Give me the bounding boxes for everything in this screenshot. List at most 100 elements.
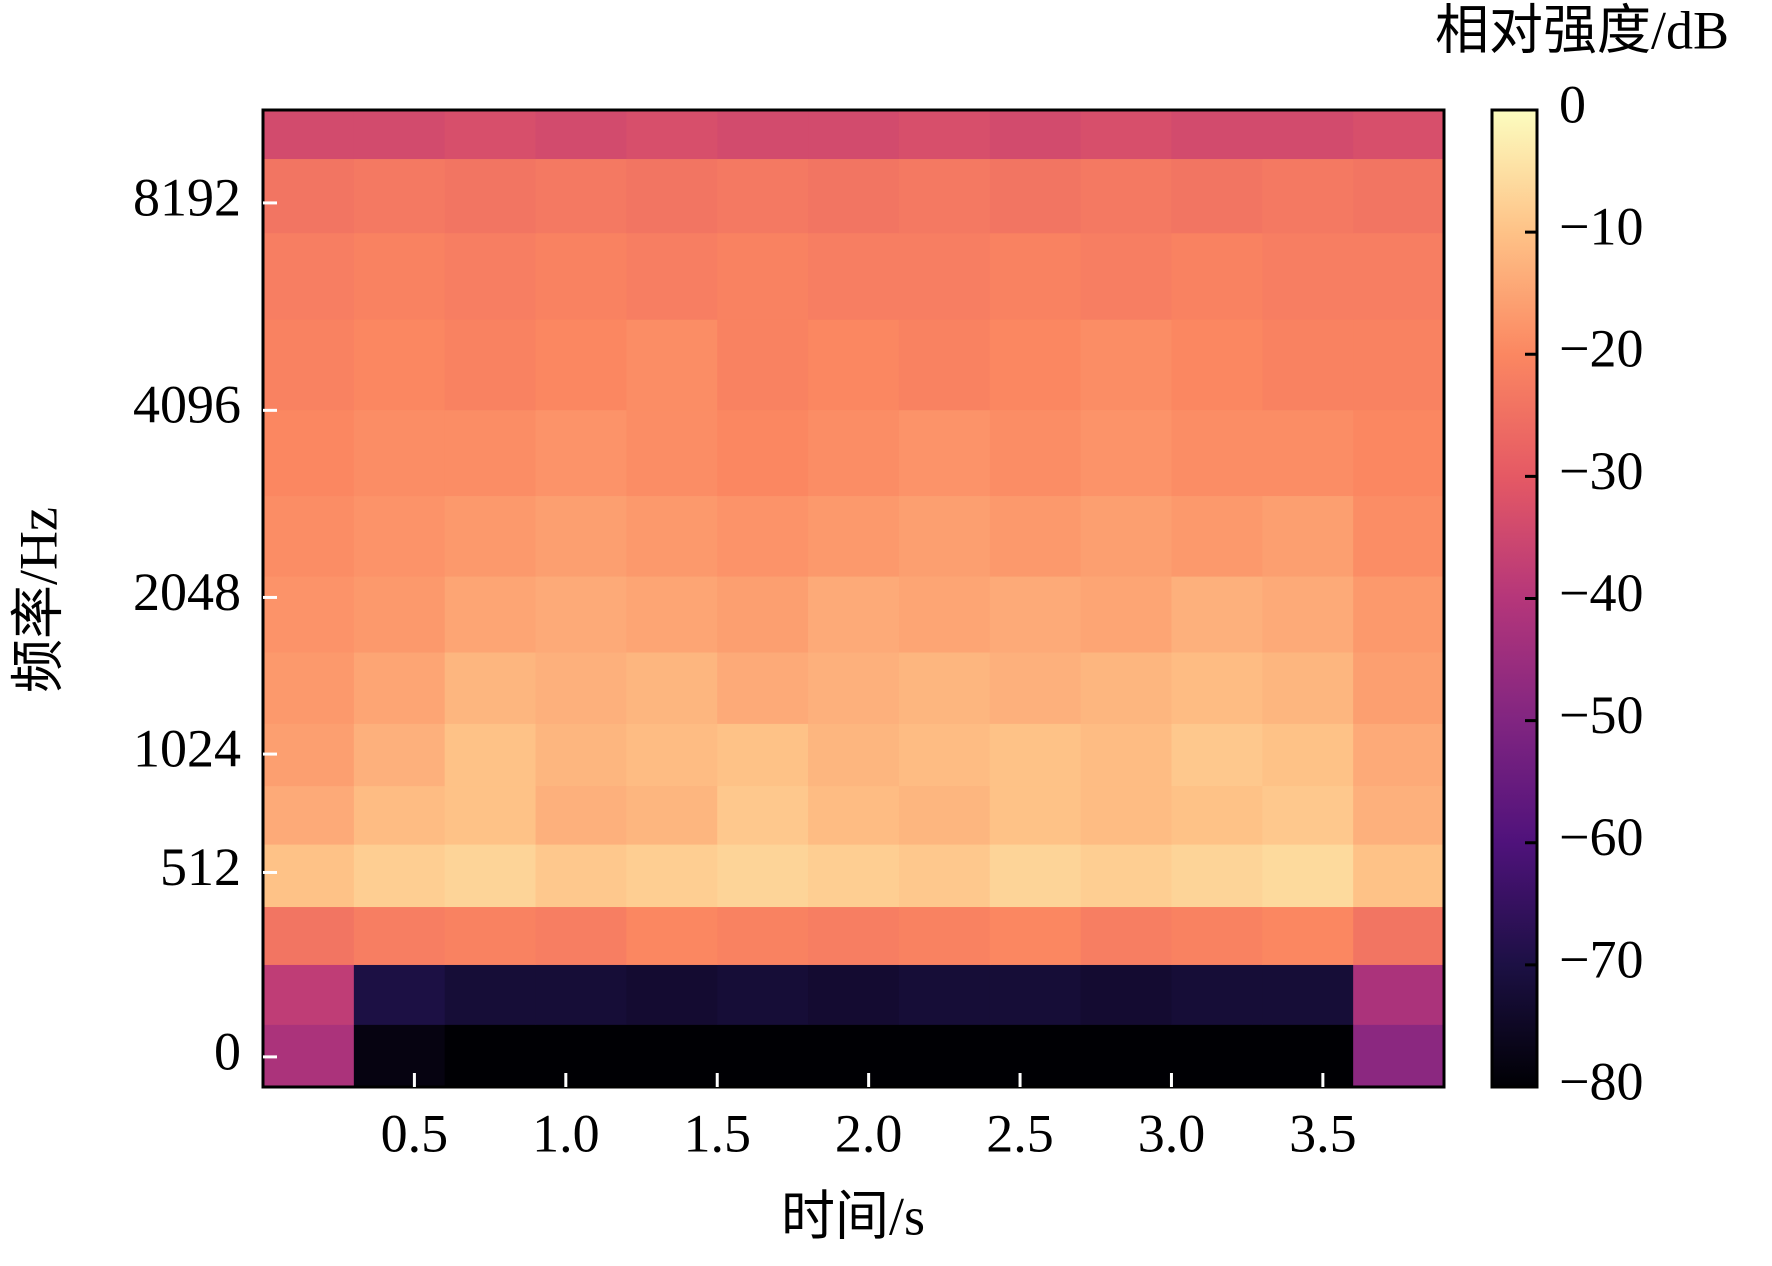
heatmap-cell [535,495,627,577]
heatmap-cell [1171,906,1263,965]
heatmap-cell [535,723,627,787]
heatmap-cell [808,844,900,908]
colorbar-tick-label: −70 [1559,929,1643,989]
heatmap-cell [535,651,627,724]
heatmap-cell [626,785,718,845]
heatmap-cell [808,110,900,160]
colorbar-label: 相对强度/dB [1435,0,1729,60]
heatmap-cell [353,409,446,497]
heatmap-cell [808,964,900,1025]
heatmap-cell [1262,575,1354,653]
heatmap-cell [808,723,900,787]
heatmap-cell [1171,232,1263,320]
heatmap-cell [1262,844,1354,908]
heatmap-cell [263,651,355,724]
heatmap-cell [989,110,1082,160]
heatmap-cell [444,409,537,497]
y-tick-label: 8192 [133,167,241,227]
colorbar-tick-label: −30 [1559,441,1643,501]
heatmap-cell [898,232,991,320]
heatmap-cell [263,844,355,908]
heatmap-cell [717,158,809,234]
heatmap-cell [535,232,627,320]
heatmap-cell [626,844,718,908]
heatmap-cell [989,409,1082,497]
heatmap-cell [898,785,991,845]
x-tick-label: 3.0 [1138,1103,1206,1163]
heatmap-cell [1262,964,1354,1025]
heatmap-cell [263,906,355,965]
heatmap-cell [535,409,627,497]
heatmap-cell [1353,575,1445,653]
heatmap-cell [989,844,1082,908]
heatmap-cell [1262,723,1354,787]
heatmap-cell [898,1024,991,1088]
x-tick-label: 3.5 [1289,1103,1357,1163]
heatmap-cell [626,495,718,577]
heatmap-cell [1171,651,1263,724]
heatmap-cell [1171,575,1263,653]
heatmap-cell [1080,495,1173,577]
heatmap-cell [626,1024,718,1088]
heatmap-cell [717,1024,809,1088]
heatmap-cell [353,110,446,160]
heatmap-cell [808,575,900,653]
heatmap-cell [898,495,991,577]
heatmap-cell [1262,110,1354,160]
heatmap-cell [626,158,718,234]
heatmap-cell [626,409,718,497]
heatmap-cell [626,906,718,965]
heatmap-cell [353,785,446,845]
heatmap-cell [353,319,446,411]
heatmap-cell [535,110,627,160]
x-tick-label: 2.0 [835,1103,903,1163]
y-tick-label: 2048 [133,562,241,622]
heatmap-cell [1080,158,1173,234]
heatmap-cell [1080,232,1173,320]
heatmap-cell [717,409,809,497]
heatmap-cell [353,964,446,1025]
heatmap-cell [353,906,446,965]
heatmap-cell [535,906,627,965]
heatmap-cell [1262,785,1354,845]
heatmap-cell [717,964,809,1025]
heatmap-cell [1080,785,1173,845]
y-tick-label: 0 [214,1021,241,1081]
heatmap-cell [898,319,991,411]
heatmap-cell [1262,1024,1354,1088]
colorbar-tick-label: 0 [1559,74,1586,134]
heatmap-cell [353,575,446,653]
heatmap-cell [353,651,446,724]
heatmap-cell [1353,110,1445,160]
heatmap-cell [626,575,718,653]
heatmap-cell [1262,319,1354,411]
heatmap-cell [263,964,355,1025]
heatmap-cell [717,495,809,577]
heatmap-cell [444,964,537,1025]
heatmap-cell [989,232,1082,320]
heatmap-cell [1080,964,1173,1025]
heatmap-cell [1353,906,1445,965]
heatmap-cell [808,785,900,845]
heatmap-cell [353,158,446,234]
heatmap-cell [535,158,627,234]
heatmap-cell [808,409,900,497]
heatmap-cell [808,319,900,411]
heatmap-cell [444,906,537,965]
heatmap-cell [353,723,446,787]
heatmap-cell [444,1024,537,1088]
heatmap-cell [626,651,718,724]
heatmap-cell [444,844,537,908]
heatmap-cell [808,906,900,965]
heatmap-cell [626,964,718,1025]
heatmap-cell [353,1024,446,1088]
heatmap-cell [535,575,627,653]
heatmap-cell [1080,110,1173,160]
heatmap-cell [1353,232,1445,320]
heatmap-cell [989,575,1082,653]
heatmap-cell [808,651,900,724]
heatmap-cell [1262,906,1354,965]
heatmap-cell [1171,158,1263,234]
heatmap-cell [898,651,991,724]
heatmap-cell [353,844,446,908]
